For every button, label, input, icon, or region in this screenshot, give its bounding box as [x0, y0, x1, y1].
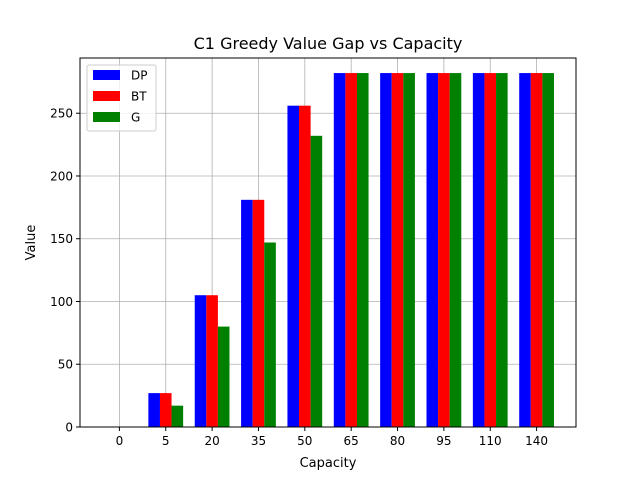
bar-bt: [299, 105, 311, 427]
bar-bt: [484, 73, 497, 428]
legend-label-bt: BT: [131, 90, 147, 104]
bar-dp: [519, 73, 531, 428]
legend-label-g: G: [131, 111, 140, 125]
bar-dp: [426, 73, 439, 428]
bar-dp: [194, 295, 207, 427]
x-tick-label: 65: [344, 434, 359, 448]
bar-g: [496, 73, 508, 428]
y-tick-label: 250: [50, 107, 73, 121]
bar-bt: [530, 73, 543, 428]
bar-bt: [391, 73, 404, 428]
bar-bt: [438, 73, 450, 428]
bar-bt: [206, 295, 218, 427]
legend-swatch-bt: [93, 91, 120, 101]
chart-title: C1 Greedy Value Gap vs Capacity: [194, 34, 463, 53]
y-tick-label: 150: [50, 232, 73, 246]
bar-g: [542, 73, 554, 428]
x-tick-label: 20: [204, 434, 219, 448]
bar-dp: [380, 73, 392, 428]
x-tick-label: 0: [116, 434, 124, 448]
bar-g: [403, 73, 415, 428]
plot-frame: [79, 57, 577, 428]
ticks: 0 50 100 150 200 250 0 5 20 35 50 65 80 95 110 140: [50, 107, 548, 448]
bar-dp: [241, 199, 253, 427]
y-tick-label: 100: [50, 295, 73, 309]
x-tick-label: 5: [162, 434, 170, 448]
x-tick-label: 35: [251, 434, 266, 448]
legend-swatch-dp: [93, 70, 120, 80]
legend-swatch-g: [93, 112, 120, 122]
bar-bt: [252, 199, 265, 427]
bar-dp: [287, 105, 300, 427]
x-tick-label: 110: [479, 434, 502, 448]
y-tick-label: 50: [58, 358, 73, 372]
bar-bt: [159, 393, 172, 427]
x-tick-label: 50: [297, 434, 312, 448]
bar-dp: [148, 393, 160, 427]
bar-dp: [472, 73, 485, 428]
y-axis-label: Value: [24, 225, 39, 261]
bars: [148, 73, 554, 428]
y-tick-label: 0: [65, 421, 73, 435]
bar-g: [217, 326, 230, 427]
bar-g: [171, 405, 184, 427]
x-axis-label: Capacity: [300, 456, 357, 471]
x-tick-label: 95: [436, 434, 451, 448]
x-tick-label: 140: [525, 434, 548, 448]
y-tick-label: 200: [50, 169, 73, 183]
bar-dp: [333, 73, 346, 428]
legend-label-dp: DP: [131, 69, 147, 83]
x-tick-label: 80: [390, 434, 405, 448]
bar-g: [356, 73, 369, 428]
legend: DP BT G: [86, 64, 157, 132]
bar-g: [310, 135, 323, 427]
bar-g: [449, 73, 462, 428]
bar-bt: [345, 73, 357, 428]
bar-g: [264, 242, 276, 427]
